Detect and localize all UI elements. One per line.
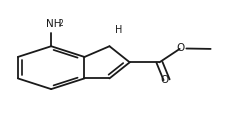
Text: 2: 2 — [58, 19, 63, 28]
Text: O: O — [177, 43, 185, 53]
Text: H: H — [115, 25, 123, 35]
Text: NH: NH — [46, 19, 62, 29]
Text: O: O — [161, 75, 169, 85]
